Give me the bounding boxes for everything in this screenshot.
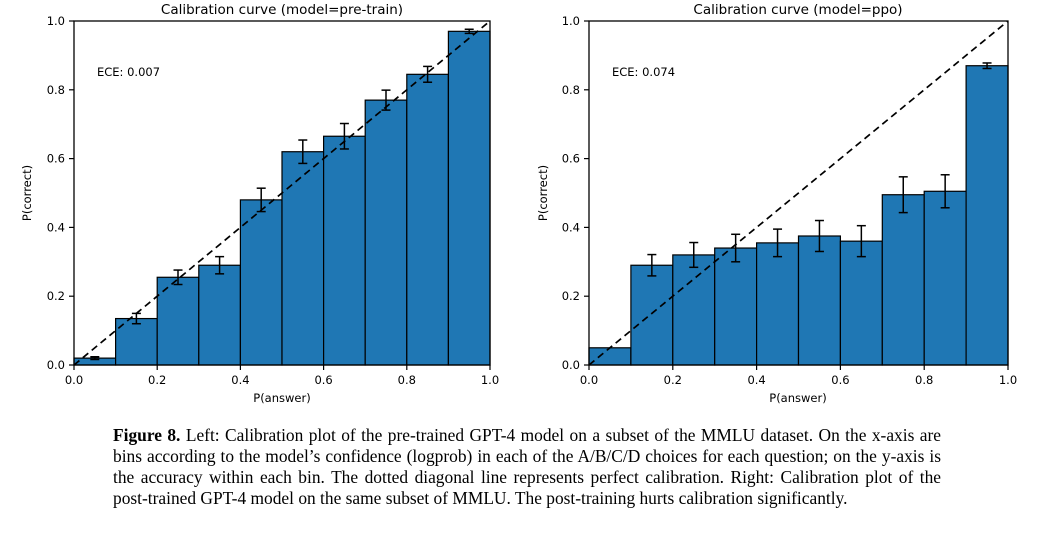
y-tick-label: 0.0 [562, 358, 580, 372]
histogram-bar [923, 190, 967, 366]
x-tick-label: 0.6 [831, 373, 849, 387]
x-tick-label: 0.2 [664, 373, 682, 387]
histogram-bar [630, 264, 674, 366]
y-tick-label: 0.4 [562, 220, 580, 234]
histogram-bar [198, 264, 242, 366]
histogram-bar [239, 199, 283, 366]
plot-frame [588, 20, 1009, 366]
x-tick-label: 0.4 [747, 373, 765, 387]
x-tick-label: 0.2 [148, 373, 166, 387]
perfect-calibration-line [588, 20, 1009, 366]
histogram-bar [714, 247, 758, 366]
histogram-bar [797, 235, 842, 366]
x-tick-label: 0.8 [915, 373, 933, 387]
y-tick-label: 0.6 [47, 152, 65, 166]
x-axis-label-pretrain: P(answer) [253, 391, 310, 405]
y-tick-label: 0.0 [47, 358, 65, 372]
plot-area-pretrain: 0.0 0.2 0.4 0.6 0.8 1.0 0.0 0.2 0.4 0.6 0.8 1.0 [47, 14, 499, 387]
x-axis-label-ppo: P(answer) [769, 391, 826, 405]
histogram-bar [447, 30, 491, 366]
x-tick-label: 0.4 [231, 373, 249, 387]
histogram-bar [672, 254, 716, 366]
ece-annotation-ppo: ECE: 0.074 [612, 65, 675, 79]
ece-annotation-pretrain: ECE: 0.007 [97, 65, 160, 79]
x-tick-label: 1.0 [481, 373, 499, 387]
plot-area-ppo: 0.0 0.2 0.4 0.6 0.8 1.0 0.0 0.2 0.4 0.6 0.8 1.0 [562, 14, 1017, 387]
histogram-bar [406, 73, 449, 366]
histogram-bar [588, 347, 632, 366]
plot-frame [73, 20, 491, 366]
y-tick-label: 1.0 [562, 14, 580, 28]
y-tick-label: 1.0 [47, 14, 65, 28]
perfect-calibration-line [73, 20, 491, 366]
histogram-bar [839, 240, 883, 366]
histogram-bar [323, 135, 366, 366]
histogram-bar [281, 151, 325, 366]
figure-caption-label: Figure 8. [113, 425, 181, 445]
figure-caption-text: Left: Calibration plot of the pre-traine… [113, 425, 941, 509]
chart-title-pretrain: Calibration curve (model=pre-train) [161, 2, 403, 18]
y-tick-label: 0.2 [562, 289, 580, 303]
chart-title-ppo: Calibration curve (model=ppo) [693, 2, 902, 18]
y-tick-label: 0.6 [562, 152, 580, 166]
x-tick-label: 0.6 [314, 373, 332, 387]
y-axis-label-ppo: P(correct) [536, 165, 550, 221]
histogram-bar [965, 65, 1009, 366]
y-tick-label: 0.2 [47, 289, 65, 303]
x-tick-label: 1.0 [999, 373, 1017, 387]
x-tick-label: 0.0 [580, 373, 598, 387]
x-tick-label: 0.8 [398, 373, 416, 387]
charts-row: 0.0 0.2 0.4 0.6 0.8 1.0 0.0 0.2 0.4 0.6 0.8 1.0 Cal… [20, 2, 1017, 405]
y-tick-label: 0.4 [47, 220, 65, 234]
figure-8: 0.0 0.2 0.4 0.6 0.8 1.0 0.0 0.2 0.4 0.6 0.8 1.0 Cal… [20, 2, 1017, 509]
histogram-bar [756, 242, 800, 366]
y-tick-label: 0.8 [562, 83, 580, 97]
calibration-chart-pretrain: 0.0 0.2 0.4 0.6 0.8 1.0 0.0 0.2 0.4 0.6 0.8 1.0 Cal… [20, 2, 499, 405]
y-tick-label: 0.8 [47, 83, 65, 97]
figure-caption: Figure 8. Left: Calibration plot of the … [113, 425, 941, 509]
histogram-bar [881, 194, 925, 366]
histogram-bar [364, 99, 408, 366]
calibration-chart-ppo: 0.0 0.2 0.4 0.6 0.8 1.0 0.0 0.2 0.4 0.6 0.8 1.0 Cal… [536, 2, 1017, 405]
y-axis-label-pretrain: P(correct) [20, 165, 34, 221]
x-tick-label: 0.0 [65, 373, 83, 387]
